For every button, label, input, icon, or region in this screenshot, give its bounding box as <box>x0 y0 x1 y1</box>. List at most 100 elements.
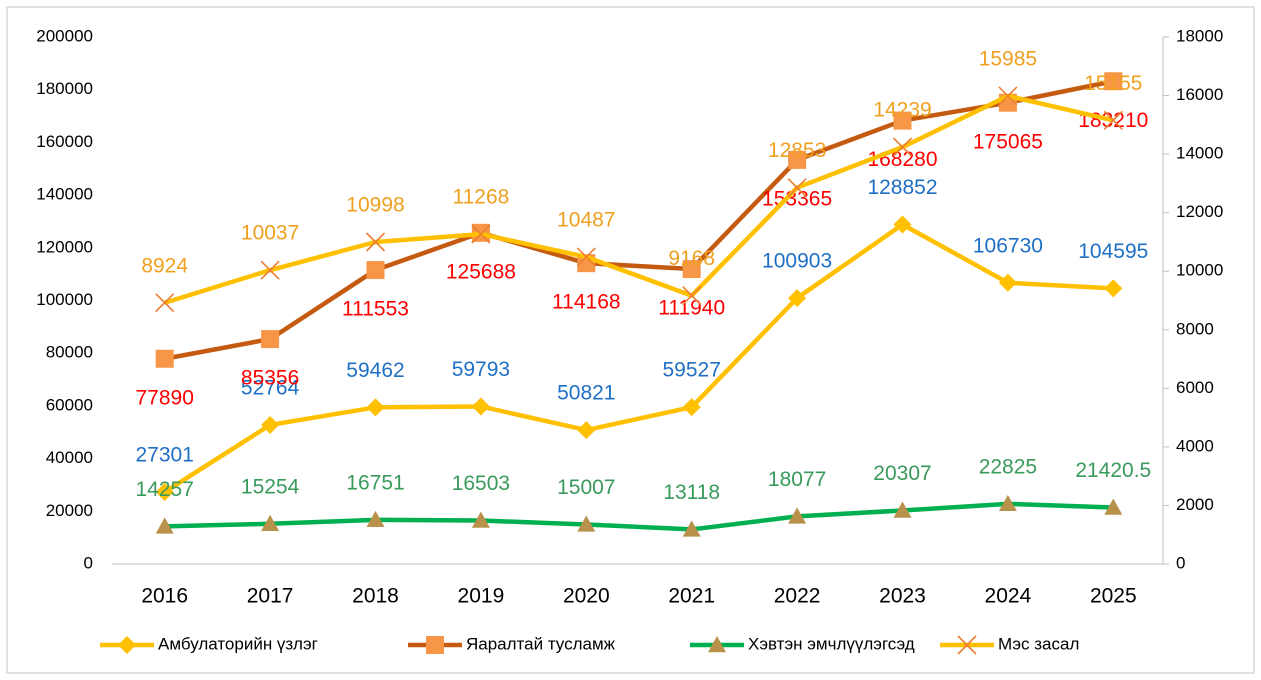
marker <box>365 232 386 252</box>
data-label: 50821 <box>557 382 615 405</box>
data-label: 59793 <box>452 358 510 381</box>
data-label: 128852 <box>867 176 937 199</box>
marker <box>682 398 701 417</box>
x-tick-label: 2022 <box>774 585 821 608</box>
series-line <box>163 222 1114 494</box>
legend-marker <box>426 636 444 654</box>
data-label: 27301 <box>135 444 193 467</box>
marker <box>1104 498 1123 515</box>
marker <box>892 137 913 157</box>
marker <box>471 511 490 528</box>
data-label: 18077 <box>768 468 826 491</box>
marker <box>155 349 174 368</box>
data-label: 10487 <box>557 209 615 232</box>
data-label: 15254 <box>241 475 300 498</box>
y-tick-label: 60000 <box>46 395 93 414</box>
series-line <box>164 501 1114 532</box>
data-label: 106730 <box>973 234 1043 257</box>
x-tick-label: 2023 <box>879 585 926 608</box>
y2-tick-label: 0 <box>1176 553 1185 572</box>
marker <box>471 224 491 244</box>
marker <box>998 273 1017 292</box>
marker <box>787 178 807 198</box>
marker <box>893 215 912 234</box>
legend-marker <box>708 636 726 653</box>
legend-label: Амбулаторийн үзлэг <box>158 634 318 653</box>
data-label: 15007 <box>557 476 615 499</box>
y-tick-label: 200000 <box>36 26 93 45</box>
marker <box>1104 72 1123 91</box>
marker <box>998 86 1018 106</box>
marker <box>261 330 280 349</box>
marker <box>682 520 701 537</box>
series-line <box>164 93 1114 305</box>
marker <box>471 397 490 416</box>
marker <box>366 510 385 528</box>
series-line <box>164 79 1114 361</box>
y2-tick-label: 6000 <box>1176 378 1214 397</box>
legend-label: Хэвтэн эмчлүүлэгсэд <box>748 634 915 653</box>
legend-marker <box>957 635 977 655</box>
data-label: 16751 <box>346 471 404 494</box>
data-label: 15985 <box>979 48 1037 71</box>
data-label: 100903 <box>762 250 832 273</box>
data-label: 9168 <box>668 247 715 270</box>
data-label: 13118 <box>663 481 720 504</box>
legend-marker <box>118 636 136 654</box>
data-label: 125688 <box>446 260 516 283</box>
data-label: 111940 <box>658 297 725 320</box>
marker <box>155 483 174 502</box>
y2-tick-label: 12000 <box>1176 202 1223 221</box>
data-label: 104595 <box>1078 240 1148 263</box>
data-label: 85356 <box>241 367 299 390</box>
data-label: 175065 <box>973 130 1043 153</box>
y2-tick-label: 16000 <box>1176 85 1223 104</box>
y-tick-label: 160000 <box>36 132 93 151</box>
data-label: 20307 <box>873 462 931 485</box>
x-tick-label: 2017 <box>247 585 294 608</box>
marker <box>577 421 596 440</box>
data-label: 15155 <box>1084 72 1142 95</box>
data-label: 8924 <box>141 254 188 277</box>
marker <box>682 286 702 306</box>
marker <box>261 514 280 532</box>
y-tick-label: 0 <box>84 553 93 572</box>
marker <box>893 501 912 518</box>
x-tick-label: 2021 <box>668 585 715 608</box>
y-tick-label: 140000 <box>36 185 93 204</box>
marker <box>366 261 385 280</box>
data-label: 22825 <box>979 455 1037 478</box>
data-label: 111553 <box>342 298 409 321</box>
data-label: 168280 <box>867 148 937 171</box>
marker <box>155 517 174 534</box>
data-label: 10037 <box>241 222 299 245</box>
y2-tick-label: 2000 <box>1176 495 1214 514</box>
chart-border <box>6 6 1255 674</box>
y-tick-label: 40000 <box>46 448 93 467</box>
data-label: 59527 <box>662 359 720 382</box>
data-label: 52764 <box>241 377 300 400</box>
marker <box>155 293 175 313</box>
x-tick-label: 2019 <box>458 585 505 608</box>
y-tick-label: 180000 <box>36 79 93 98</box>
x-tick-label: 2024 <box>985 585 1032 608</box>
data-label: 14239 <box>873 99 931 122</box>
data-label: 77890 <box>135 386 193 409</box>
marker <box>261 415 280 434</box>
data-label: 11268 <box>452 186 509 209</box>
y2-tick-label: 14000 <box>1176 144 1223 163</box>
marker <box>893 111 912 130</box>
data-label: 21420.5 <box>1075 459 1151 482</box>
y-tick-label: 80000 <box>46 343 93 362</box>
marker <box>788 507 807 524</box>
marker <box>682 260 701 279</box>
y-tick-label: 100000 <box>36 290 93 309</box>
marker <box>576 247 596 267</box>
marker <box>998 494 1017 512</box>
data-label: 16503 <box>452 472 510 495</box>
y2-tick-label: 4000 <box>1176 436 1214 455</box>
y2-tick-label: 8000 <box>1176 319 1214 338</box>
x-tick-label: 2018 <box>352 585 399 608</box>
y2-tick-label: 18000 <box>1176 26 1223 45</box>
data-label: 14257 <box>135 478 193 501</box>
